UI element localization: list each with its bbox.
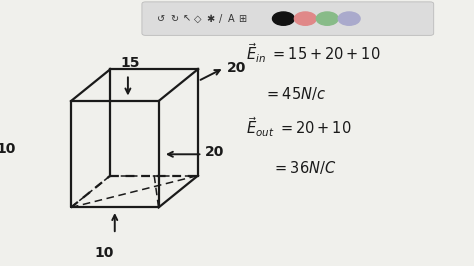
Text: ↺: ↺ [157,14,165,24]
Circle shape [316,12,338,25]
Text: ◇: ◇ [194,14,202,24]
Text: /: / [219,14,222,24]
Text: 10: 10 [94,246,113,260]
FancyBboxPatch shape [142,2,434,35]
Text: 20: 20 [205,145,224,159]
Text: ↻: ↻ [170,14,178,24]
Text: A: A [228,14,234,24]
Text: $=36N/C$: $=36N/C$ [273,159,337,176]
Text: ↖: ↖ [183,14,191,24]
Text: ⊞: ⊞ [238,14,246,24]
Text: 15: 15 [120,56,140,70]
Text: $=45N/c$: $=45N/c$ [264,85,326,102]
Circle shape [294,12,316,25]
Text: 10: 10 [0,142,16,156]
Text: 20: 20 [227,61,246,75]
Text: $\vec{E}_{out}$ $=20+10$: $\vec{E}_{out}$ $=20+10$ [246,116,352,139]
Text: $\vec{E}_{in}$ $=15+20+10$: $\vec{E}_{in}$ $=15+20+10$ [246,41,381,65]
Circle shape [338,12,360,25]
Circle shape [273,12,294,25]
Text: ✱: ✱ [206,14,214,24]
